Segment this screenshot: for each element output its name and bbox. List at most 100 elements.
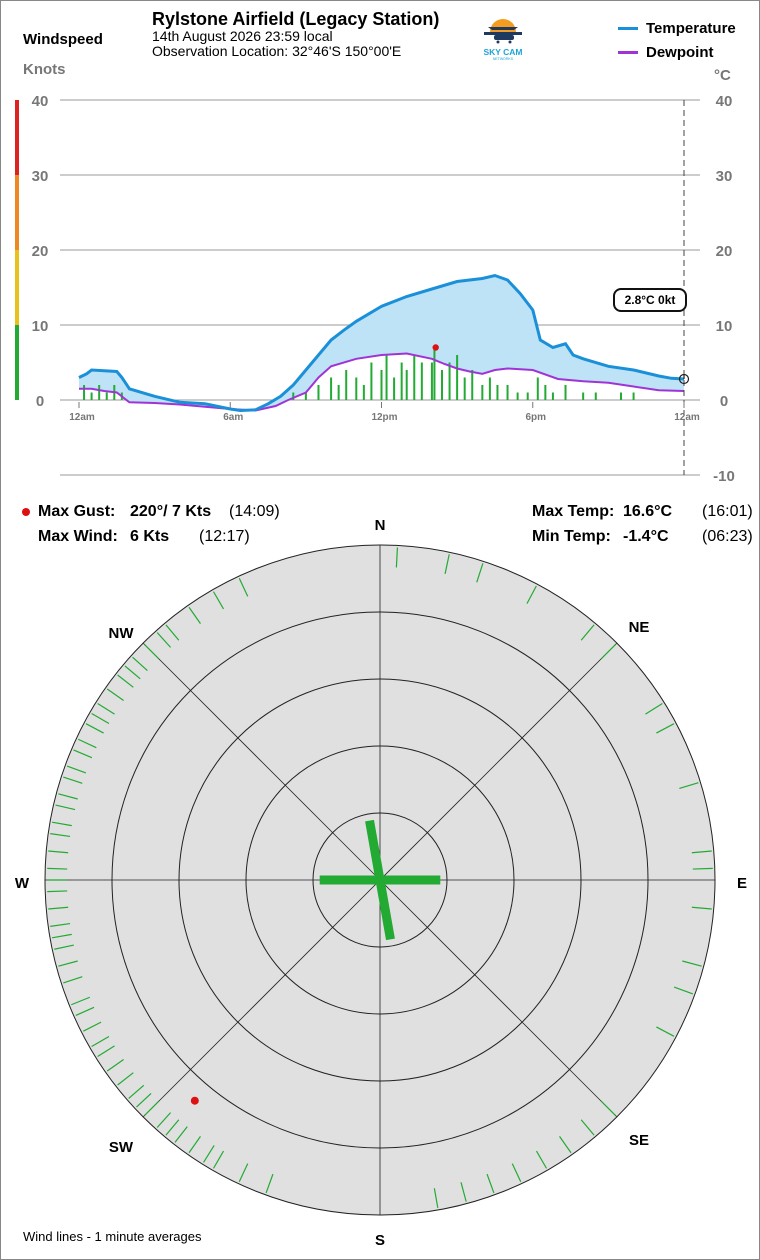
wind-bar — [430, 362, 433, 400]
rose-wind-tick — [63, 776, 83, 784]
current-value-marker — [678, 373, 690, 385]
left-tick-label: 30 — [32, 168, 49, 185]
x-tick-label: 6am — [223, 412, 243, 423]
compass-se: SE — [629, 1132, 649, 1149]
wind-bar — [481, 385, 484, 400]
observation-datetime: 14th August 2026 23:59 local — [152, 28, 333, 44]
compass-s: S — [375, 1232, 385, 1249]
wind-bar — [471, 370, 474, 400]
rose-wind-tick — [444, 554, 450, 574]
left-tick-label: 40 — [32, 93, 49, 110]
left-tick-label: 0 — [36, 393, 44, 410]
legend-label-temperature: Temperature — [646, 20, 736, 37]
max-wind-label: Max Wind: — [38, 528, 118, 545]
left-tick-label: 20 — [32, 243, 49, 260]
min-temp-value: -1.4°C — [623, 528, 669, 545]
wind-bar — [345, 370, 348, 400]
rose-wind-tick — [75, 1006, 95, 1016]
wind-bar — [83, 385, 86, 400]
rose-wind-tick — [188, 606, 201, 624]
left-axis-title: Windspeed — [23, 31, 103, 48]
wind-bar — [488, 377, 491, 400]
wind-bar — [400, 362, 403, 400]
rose-wind-tick — [673, 986, 694, 995]
max-temp-time: (16:01) — [702, 503, 753, 520]
wind-bar — [456, 355, 459, 400]
rose-wind-tick — [165, 624, 180, 641]
wind-bar — [463, 377, 466, 400]
rose-wind-tick — [97, 703, 115, 715]
rose-wind-tick — [117, 674, 134, 688]
rose-wind-tick — [526, 585, 537, 604]
min-temp-time: (06:23) — [702, 528, 753, 545]
legend-label-dewpoint: Dewpoint — [646, 44, 714, 61]
dewpoint-line — [79, 352, 685, 412]
wind-bar — [337, 385, 340, 400]
max-temp-label: Max Temp: — [532, 503, 615, 520]
wind-bar — [105, 392, 108, 400]
wind-bar — [90, 392, 93, 400]
rose-wind-tick — [212, 1150, 225, 1169]
rose-wind-tick — [47, 890, 68, 893]
rose-max-gust-marker — [190, 1096, 199, 1105]
legend-swatch-temperature — [618, 27, 638, 30]
rose-wind-tick — [144, 1100, 160, 1116]
max-wind-value: 6 Kts — [130, 528, 170, 545]
rose-wind-tick — [460, 1182, 467, 1202]
rose-wind-tick — [679, 782, 699, 790]
rose-wind-tick — [395, 547, 399, 568]
left-tick-label: 10 — [32, 318, 49, 335]
rose-spoke — [379, 879, 618, 1118]
rose-wind-tick — [71, 996, 91, 1006]
temperature-area — [79, 275, 684, 411]
wind-bar — [380, 370, 383, 400]
rose-wind-tick — [656, 1026, 675, 1037]
temperature-line — [78, 273, 685, 413]
legend-swatch-dewpoint — [618, 51, 638, 54]
rose-wind-tick — [645, 703, 663, 715]
wind-bar — [405, 370, 408, 400]
max-wind-time: (12:17) — [199, 528, 250, 545]
rose-wind-tick — [117, 1072, 134, 1086]
max-gust-label: Max Gust: — [38, 503, 116, 520]
rose-wind-tick — [55, 804, 76, 811]
right-tick-label: 10 — [716, 318, 733, 335]
gust-dot-icon — [22, 508, 30, 516]
wind-bar — [362, 385, 365, 400]
x-tick-label: 6pm — [525, 412, 546, 423]
wind-rose: N NE E SE S SW W NW — [15, 517, 747, 1249]
rose-wind-tick — [106, 1059, 124, 1072]
rose-wind-tick — [73, 749, 93, 759]
wind-bar — [98, 385, 101, 400]
wind-bar — [448, 362, 451, 400]
rose-wind-tick — [600, 1100, 616, 1116]
right-tick-label: -10 — [713, 468, 735, 485]
wind-bar — [582, 392, 585, 400]
compass-ne: NE — [629, 619, 650, 636]
rose-wind-tick — [97, 1045, 115, 1057]
max-gust-value: 220°/ 7 Kts — [130, 503, 212, 520]
wind-bar — [564, 385, 567, 400]
rose-wind-tick — [535, 1150, 548, 1169]
rose-wind-tick — [136, 1093, 152, 1108]
rose-wind-tick — [174, 1126, 188, 1143]
rose-wind-ticks — [47, 547, 713, 1209]
wind-bar — [355, 377, 358, 400]
wind-bar — [516, 392, 519, 400]
rose-spoke — [379, 642, 618, 881]
rose-wind-tick — [50, 833, 71, 838]
rose-wind-tick — [48, 906, 69, 910]
wind-bar — [632, 392, 635, 400]
wind-scale-segment — [15, 250, 19, 325]
wind-bar — [317, 385, 320, 400]
rose-wind-tick — [128, 1084, 145, 1099]
wind-bar — [594, 392, 597, 400]
rose-wind-tick — [83, 1021, 102, 1032]
max-gust-time: (14:09) — [229, 503, 280, 520]
compass-w: W — [15, 875, 30, 892]
rose-average-arm — [365, 819, 385, 881]
wind-bar — [393, 377, 396, 400]
rose-wind-tick — [66, 765, 87, 774]
rose-wind-tick — [51, 821, 72, 827]
x-tick-label: 12am — [69, 412, 95, 423]
